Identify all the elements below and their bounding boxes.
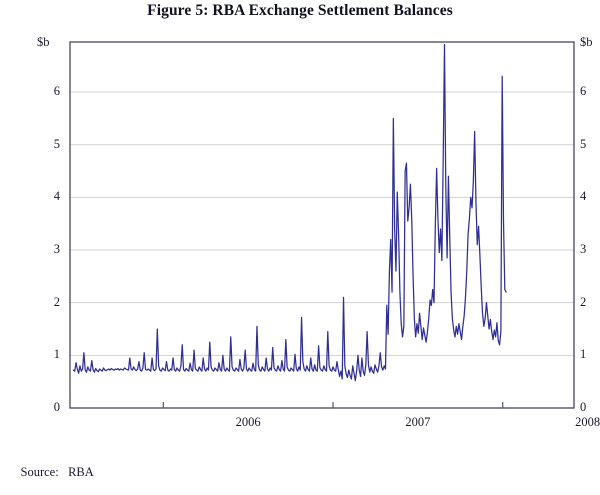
- x-axis-ticks-group: [162, 402, 504, 408]
- figure-root: Figure 5: RBA Exchange Settlement Balanc…: [21, 2, 600, 479]
- y-tick-label-right-0: 0: [580, 400, 587, 414]
- y-tick-label-right-2: 2: [580, 294, 587, 309]
- series-line-es-balances: [72, 44, 507, 382]
- x-tick-label-2006: 2006: [235, 415, 261, 429]
- x-tick-label-2008: 2008: [575, 415, 600, 429]
- source-label: Source:: [20, 465, 59, 479]
- gridlines-group: [70, 91, 574, 356]
- y-tick-label-left-1: 1: [53, 347, 60, 362]
- y-tick-label-right-3: 3: [580, 242, 587, 256]
- y-tick-label-left-3: 3: [53, 242, 60, 256]
- plot-frame-rect: [69, 41, 575, 409]
- source-note: Source: RBA: [8, 450, 94, 495]
- y-tick-label-left-0: 0: [53, 400, 60, 414]
- plot-frame: [69, 41, 575, 409]
- x-tick-label-2007: 2007: [405, 415, 431, 429]
- y-tick-label-left-6: 6: [53, 84, 60, 99]
- y-tick-label-left-2: 2: [53, 294, 60, 309]
- source-value: RBA: [68, 465, 94, 479]
- y-tick-label-right-6: 6: [580, 84, 587, 99]
- y-tick-label-left-5: 5: [53, 136, 60, 151]
- y-axis-unit-right: $b: [580, 35, 593, 49]
- y-tick-label-right-5: 5: [580, 136, 587, 151]
- y-tick-label-right-4: 4: [580, 189, 587, 204]
- figure-title: Figure 5: RBA Exchange Settlement Balanc…: [147, 2, 453, 19]
- y-tick-label-left-4: 4: [53, 189, 60, 204]
- y-tick-label-right-1: 1: [580, 347, 587, 362]
- chart-plot-area: [69, 41, 575, 409]
- y-axis-unit-left: $b: [37, 35, 50, 49]
